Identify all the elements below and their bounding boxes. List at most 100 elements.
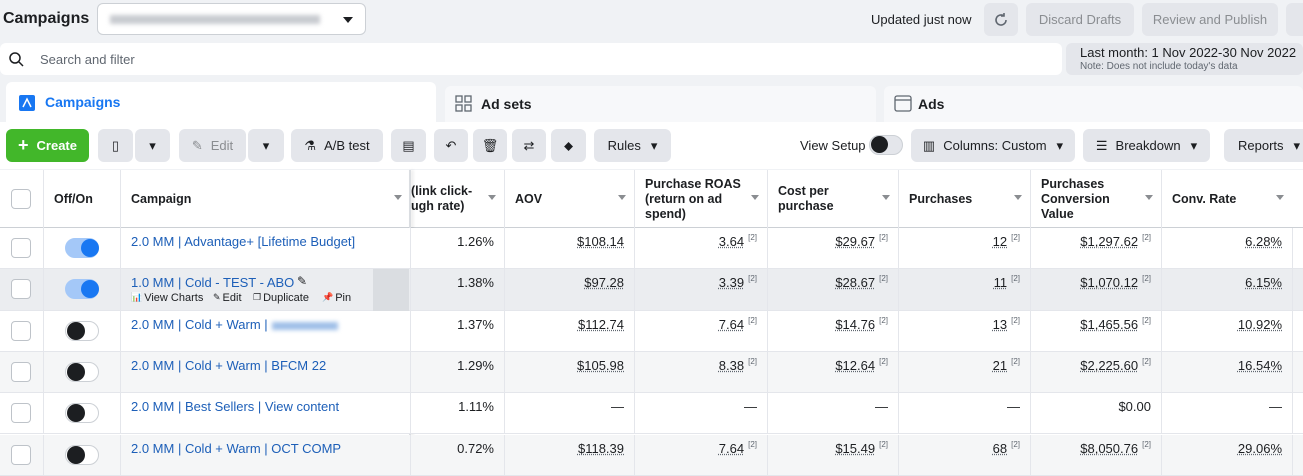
cell-value: 29.06% xyxy=(1238,441,1282,456)
discard-button[interactable]: Discard Drafts xyxy=(1026,3,1134,36)
footnote: [2] xyxy=(1142,316,1151,325)
clipboard-button[interactable]: ▤ xyxy=(391,129,426,162)
cell-value: 12 xyxy=(993,234,1007,249)
search-box[interactable]: Search and filter xyxy=(0,43,1062,75)
row-checkbox[interactable] xyxy=(11,445,31,465)
dropdown-button[interactable]: ▾ xyxy=(248,129,284,162)
column-divider xyxy=(43,435,44,476)
column-header[interactable]: Cost per purchase xyxy=(767,170,898,228)
campaign-name[interactable]: 2.0 MM | Advantage+ [Lifetime Budget] xyxy=(131,234,355,249)
metric-cell: 68 [2] xyxy=(898,435,1030,476)
campaign-name[interactable]: 2.0 MM | Cold + Warm | OCT COMP xyxy=(131,441,341,456)
tag-button[interactable]: ⬥ xyxy=(551,129,586,162)
adsets-icon xyxy=(455,95,472,112)
row-checkbox[interactable] xyxy=(11,362,31,382)
column-header[interactable]: Campaign xyxy=(120,170,410,228)
column-header[interactable]: Conv. Rate xyxy=(1161,170,1292,228)
top-bar: Campaigns Updated just now Discard Draft… xyxy=(0,0,1303,40)
metric-cell: 0.72% xyxy=(410,435,504,476)
status-toggle[interactable] xyxy=(65,445,99,465)
cell-value: $97.28 xyxy=(584,275,624,290)
column-header[interactable]: Off/On xyxy=(43,170,120,228)
footnote: [2] xyxy=(879,440,888,449)
metric-cell: 21 [2] xyxy=(898,352,1030,393)
undo-button[interactable]: ↶ xyxy=(434,129,468,162)
row-action[interactable]: ✎ Edit xyxy=(213,292,242,304)
reports-button[interactable]: Reports ▾ xyxy=(1224,129,1303,162)
column-divider xyxy=(1292,435,1293,476)
columns-label: Columns: Custom xyxy=(943,138,1046,153)
metric-cell: 29.06% xyxy=(1161,435,1292,476)
toggle-knob xyxy=(67,322,85,340)
cell-value: 6.15% xyxy=(1245,275,1282,290)
cell-value: $28.67 xyxy=(835,275,875,290)
breakdown-icon: ☰ xyxy=(1096,138,1108,154)
status-toggle[interactable] xyxy=(65,238,99,258)
footnote: [2] xyxy=(1142,233,1151,242)
rules-button[interactable]: Rules ▾ xyxy=(594,129,671,162)
row-checkbox[interactable] xyxy=(11,321,31,341)
cell-value: — xyxy=(744,399,757,414)
create-label: Create xyxy=(37,138,77,153)
campaign-name[interactable]: 2.0 MM | Cold + Warm | BFCM 22 xyxy=(131,358,326,373)
column-divider xyxy=(1292,352,1293,393)
row-action[interactable]: 📊 View Charts xyxy=(131,292,203,304)
column-header[interactable]: Purchases xyxy=(898,170,1030,228)
dropdown-button[interactable]: ▾ xyxy=(135,129,170,162)
row-action[interactable]: 📌 Pin xyxy=(322,292,351,304)
account-select[interactable] xyxy=(97,3,366,35)
ab-test-button[interactable]: ⚗ A/B test xyxy=(291,129,383,162)
column-header[interactable]: AOV xyxy=(504,170,634,228)
cell-value: 8.38 xyxy=(719,358,744,373)
metric-cell: — xyxy=(767,393,898,434)
cell-value: 1.26% xyxy=(457,234,494,249)
edit-button[interactable]: ✎ Edit xyxy=(179,129,246,162)
tab-label: Ad sets xyxy=(481,96,532,112)
status-toggle[interactable] xyxy=(65,279,99,299)
metric-cell: 1.38% xyxy=(410,269,504,310)
row-action[interactable]: ❐ Duplicate xyxy=(253,292,309,304)
edit-label: Edit xyxy=(211,138,233,153)
status-toggle[interactable] xyxy=(65,362,99,382)
action-icon: ✎ xyxy=(213,292,221,304)
cell-value: $14.76 xyxy=(835,317,875,332)
column-divider xyxy=(43,269,44,310)
action-icon: 📊 xyxy=(131,292,142,304)
footnote: [2] xyxy=(879,316,888,325)
publish-button[interactable]: Review and Publish xyxy=(1142,3,1278,36)
rules-icon-button[interactable]: ⇄ xyxy=(512,129,546,162)
column-divider xyxy=(120,393,121,434)
delete-button[interactable]: 🗑 xyxy=(473,129,507,162)
campaign-name[interactable]: 1.0 MM | Cold - TEST - ABO xyxy=(131,275,294,290)
status-toggle[interactable] xyxy=(65,321,99,341)
column-divider xyxy=(43,352,44,393)
campaigns-tab[interactable]: Campaigns xyxy=(6,82,436,124)
campaign-name[interactable]: 2.0 MM | Best Sellers | View content xyxy=(131,399,339,414)
ads-tab[interactable]: Ads xyxy=(884,86,1303,122)
refresh-button[interactable] xyxy=(984,3,1018,36)
row-checkbox[interactable] xyxy=(11,403,31,423)
sort-arrow xyxy=(1276,195,1284,204)
row-checkbox[interactable] xyxy=(11,238,31,258)
column-header[interactable]: Purchase ROAS (return on ad spend) xyxy=(634,170,767,228)
columns-button[interactable]: ▥ Columns: Custom ▾ xyxy=(911,129,1075,162)
select-all-checkbox[interactable] xyxy=(11,189,31,209)
view-setup-toggle[interactable] xyxy=(869,135,903,155)
campaign-name[interactable]: 2.0 MM | Cold + Warm | xyxy=(131,317,268,332)
column-header[interactable]: Purchases Conversion Value xyxy=(1030,170,1161,228)
cell-value: 0.72% xyxy=(457,441,494,456)
search-icon xyxy=(9,52,24,67)
status-toggle[interactable] xyxy=(65,403,99,423)
adsets-tab[interactable]: Ad sets xyxy=(445,86,876,122)
footnote: [2] xyxy=(1011,274,1020,283)
breakdown-button[interactable]: ☰ Breakdown ▾ xyxy=(1083,129,1210,162)
more-button[interactable] xyxy=(1286,3,1303,36)
column-divider xyxy=(43,228,44,269)
duplicate-button[interactable]: ▯ xyxy=(98,129,133,162)
blurred-text xyxy=(272,322,338,330)
cell-value: $105.98 xyxy=(577,358,624,373)
date-range[interactable]: Last month: 1 Nov 2022-30 Nov 2022 Note:… xyxy=(1066,43,1303,75)
create-button[interactable]: + Create xyxy=(6,129,89,162)
metric-cell: 7.64 [2] xyxy=(634,435,767,476)
row-checkbox[interactable] xyxy=(11,279,31,299)
